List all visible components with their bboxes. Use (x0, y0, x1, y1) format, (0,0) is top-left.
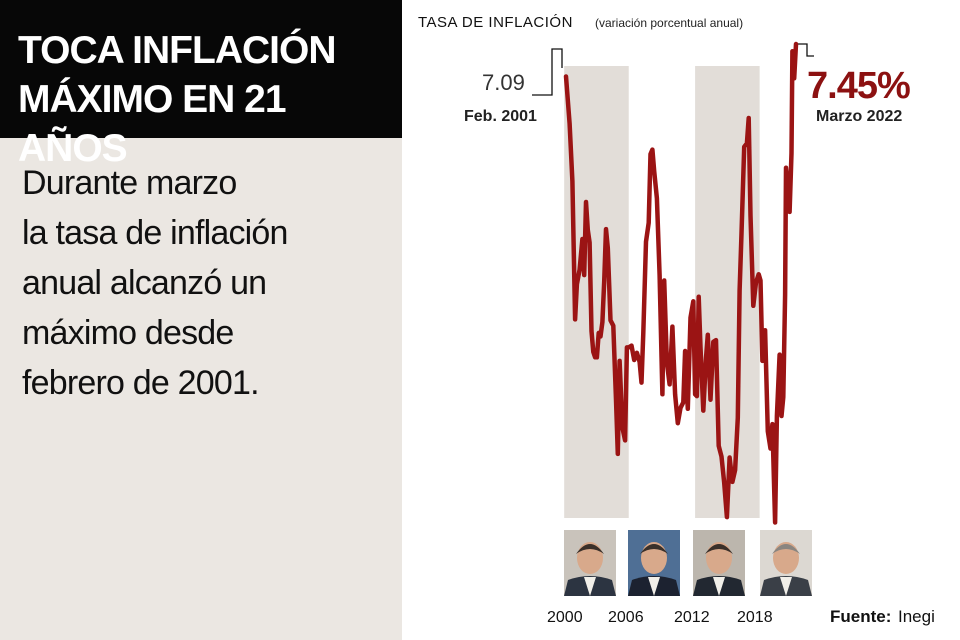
annotation-start-value: 7.09 (482, 70, 525, 95)
body-line-2: la tasa de inflación (22, 214, 288, 252)
source-value: Inegi (898, 607, 935, 626)
headline-line-1: TOCA INFLACIÓN (18, 29, 336, 72)
x-tick-2000: 2000 (547, 609, 583, 626)
body-line-5: febrero de 2001. (22, 364, 260, 402)
annotation-start-leader (532, 48, 563, 96)
inflation-series-line (563, 41, 799, 525)
body-line-3: anual alcanzó un (22, 264, 267, 302)
annotation-end-value: 7.45% (807, 65, 910, 107)
president-portraits (564, 530, 812, 596)
body-line-4: máximo desde (22, 314, 234, 352)
x-tick-2012: 2012 (674, 609, 710, 626)
headline-box: TOCA INFLACIÓN MÁXIMO EN 21 AÑOS (0, 0, 402, 170)
chart-title: TASA DE INFLACIÓN (418, 14, 573, 31)
president-pena-icon (693, 530, 745, 596)
headline: TOCA INFLACIÓN MÁXIMO EN 21 AÑOS (18, 26, 402, 173)
annotation-end-leader (795, 43, 814, 57)
president-calderon-icon (628, 530, 680, 596)
x-tick-2018: 2018 (737, 609, 773, 626)
annotation-end-date: Marzo 2022 (816, 108, 902, 125)
x-tick-2006: 2006 (608, 609, 644, 626)
left-panel: TOCA INFLACIÓN MÁXIMO EN 21 AÑOS Durante… (0, 0, 402, 640)
inflation-chart: TASA DE INFLACIÓN (variación porcentual … (418, 14, 935, 626)
chart-panel: TASA DE INFLACIÓN (variación porcentual … (402, 0, 960, 640)
president-fox-icon (564, 530, 616, 596)
president-amlo-icon (760, 530, 812, 596)
headline-line-2: MÁXIMO EN 21 AÑOS (18, 78, 287, 170)
annotation-start-date: Feb. 2001 (464, 108, 537, 125)
chart-subtitle: (variación porcentual anual) (595, 16, 743, 30)
body-text: Durante marzo la tasa de inflación anual… (22, 158, 352, 408)
source-label: Fuente: (830, 607, 891, 626)
body-line-1: Durante marzo (22, 164, 237, 202)
